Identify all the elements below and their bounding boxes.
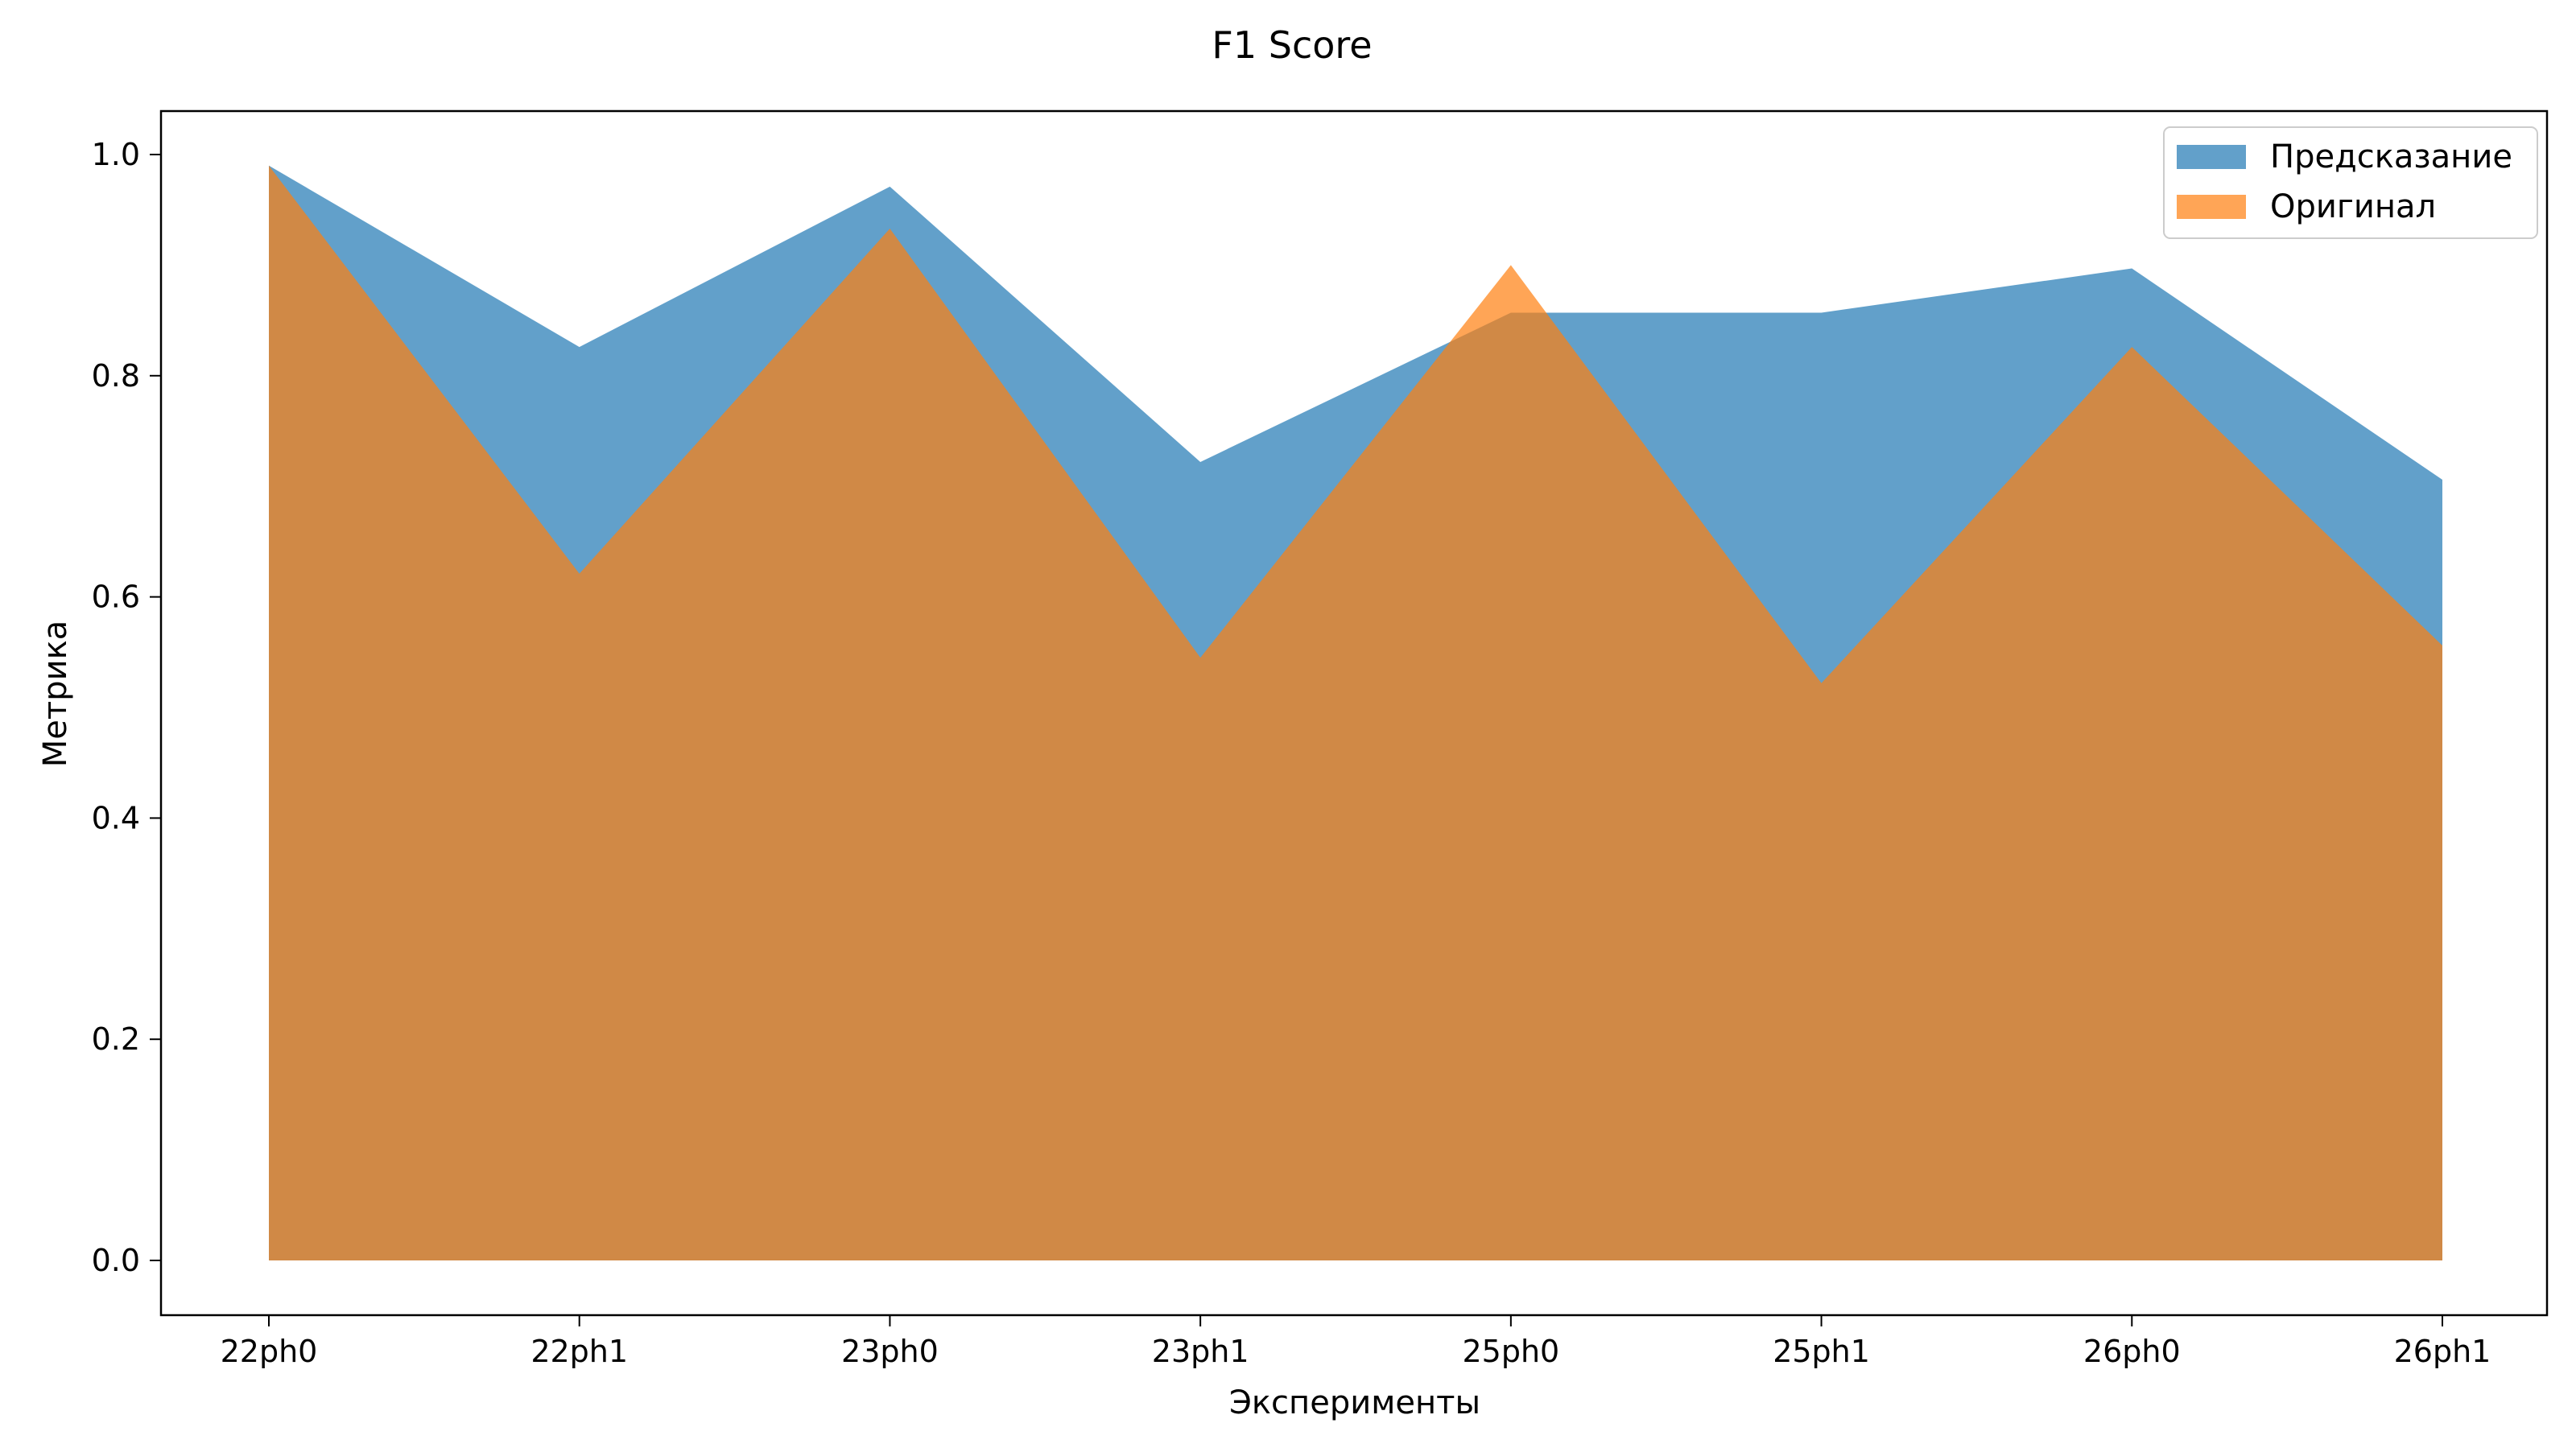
- y-tick-label: 0.8: [92, 358, 140, 394]
- x-tick-label: 25ph1: [1773, 1334, 1870, 1369]
- legend-swatch-1: [2177, 195, 2246, 219]
- chart-title: F1 Score: [1212, 23, 1372, 67]
- y-tick-label: 1.0: [92, 137, 140, 172]
- legend-swatch-0: [2177, 145, 2246, 169]
- x-tick-label: 26ph1: [2394, 1334, 2491, 1369]
- x-axis-label: Эксперименты: [1229, 1384, 1480, 1421]
- y-tick-label: 0.2: [92, 1021, 140, 1057]
- y-tick-label: 0.4: [92, 800, 140, 835]
- x-tick-label: 26ph0: [2083, 1334, 2181, 1369]
- area-series-1: [269, 165, 2442, 1261]
- y-axis-label: Метрика: [37, 621, 74, 767]
- plot-area: 22ph0 22ph1 23ph0 23ph1 25ph0 25ph1 26ph0 26ph1…: [92, 109, 2549, 1369]
- legend-label-0: Предсказание: [2270, 138, 2512, 175]
- x-tick-label: 23ph0: [841, 1334, 939, 1369]
- y-tick-label: 0.6: [92, 580, 140, 615]
- x-tick-label: 25ph0: [1462, 1334, 1559, 1369]
- x-tick-label: 23ph1: [1152, 1334, 1249, 1369]
- plot-frame: [159, 109, 2549, 1317]
- legend-box: [2163, 126, 2538, 239]
- legend-label-1: Оригинал: [2270, 188, 2436, 225]
- x-tick-label: 22ph1: [530, 1334, 628, 1369]
- x-tick-label: 22ph0: [221, 1334, 318, 1369]
- y-tick-label: 0.0: [92, 1243, 140, 1278]
